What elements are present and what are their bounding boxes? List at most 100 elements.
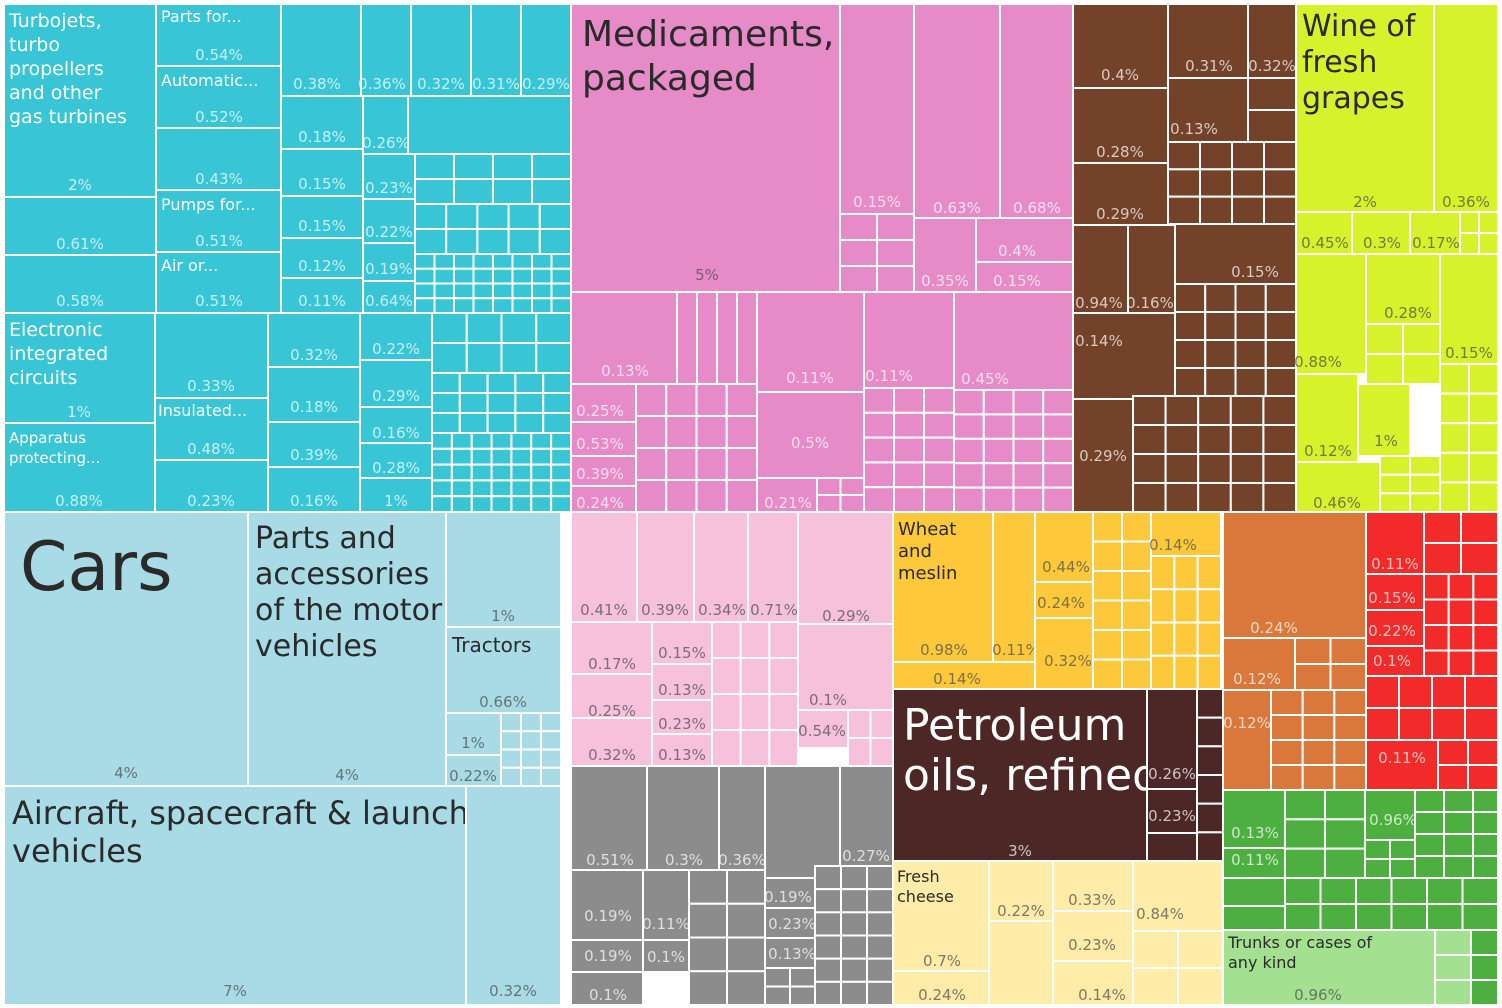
share-label: 0.24%: [1250, 619, 1298, 637]
share-label: 0.1%: [647, 948, 685, 966]
item-share-label: 0.7%: [923, 952, 961, 970]
treemap-cell: [1092, 629, 1123, 661]
treemap-cell: [1447, 598, 1475, 626]
treemap-cell: [863, 411, 895, 439]
share-label: 0.36%: [358, 75, 406, 93]
share-label: 0.12%: [1223, 714, 1271, 732]
treemap-cell: [550, 495, 573, 514]
treemap-cell: [665, 479, 698, 513]
treemap-cell: [1264, 311, 1297, 341]
share-label: 0.11%: [298, 292, 346, 310]
treemap-cell: [876, 213, 915, 241]
share-label: 0.17%: [1412, 234, 1460, 252]
share-label: 0.29%: [522, 75, 570, 93]
treemap-cell: [847, 709, 872, 739]
treemap-cell: [1270, 739, 1304, 766]
treemap-cell: [1414, 833, 1445, 857]
treemap-cell: [1197, 482, 1232, 513]
treemap-cell: [3, 511, 249, 787]
treemap-cell: [711, 621, 742, 659]
treemap-cell: [982, 413, 1015, 440]
treemap-cell: [1121, 658, 1152, 690]
share-label: 0.14%: [1075, 332, 1123, 350]
treemap-cell: [665, 447, 698, 481]
share-label: 0.28%: [1096, 143, 1144, 161]
treemap-cell: [695, 479, 728, 513]
treemap-cell: [982, 389, 1015, 416]
treemap-cell: [1042, 462, 1074, 489]
share-label: 0.22%: [372, 340, 420, 358]
treemap-cell: [711, 693, 742, 731]
treemap-cell: [764, 985, 791, 1006]
treemap-cell: [490, 479, 513, 498]
share-label: 0.23%: [1068, 936, 1116, 954]
item-share-label: 0.98%: [920, 641, 968, 659]
treemap-cell: [1196, 555, 1222, 591]
treemap-cell: [531, 153, 572, 180]
treemap-cell: [747, 511, 799, 623]
treemap-cell: [492, 297, 514, 314]
treemap-cell: [520, 748, 542, 769]
share-label: 0.29%: [822, 607, 870, 625]
treemap-cell: [863, 387, 895, 414]
treemap-cell: [635, 415, 668, 449]
treemap-cell: [3, 422, 156, 513]
treemap-cell: [433, 253, 455, 270]
treemap-cell: [1270, 714, 1304, 741]
item-share-label: 7%: [223, 982, 247, 1000]
treemap-cell: [1333, 764, 1368, 791]
treemap-cell: [154, 459, 269, 513]
item-label: vehicles: [255, 629, 377, 664]
share-label: 0.19%: [584, 907, 632, 925]
treemap-cell: [893, 486, 925, 514]
treemap-cell: [1132, 453, 1167, 484]
treemap-cell: [520, 712, 542, 733]
treemap-cell: [1409, 211, 1461, 255]
treemap-cell: [490, 495, 513, 514]
item-label: protecting...: [9, 449, 100, 467]
treemap-cell: [1204, 283, 1237, 313]
treemap-cell: [1121, 511, 1152, 543]
treemap-cell: [1222, 905, 1286, 931]
treemap-cell: [982, 437, 1015, 465]
treemap-cell: [1324, 847, 1366, 880]
treemap-cell: [847, 737, 872, 767]
treemap-cell: [764, 967, 791, 988]
treemap-cell: [530, 495, 553, 514]
treemap-cell: [1324, 789, 1366, 821]
treemap-cell: [486, 392, 517, 414]
share-label: 0.35%: [921, 272, 969, 290]
treemap-cell: [1197, 395, 1232, 426]
treemap-cell: [1072, 3, 1169, 89]
share-label: 0.22%: [1368, 622, 1416, 640]
treemap-cell: [3, 3, 157, 198]
treemap-cell: [431, 312, 468, 344]
share-label: 0.41%: [580, 601, 628, 619]
treemap-cell: [1234, 311, 1267, 341]
treemap-cell: [1301, 714, 1336, 741]
treemap-cell: [988, 860, 1054, 922]
treemap-cell: [869, 709, 894, 739]
treemap-cell: [814, 934, 842, 960]
treemap-cell: [510, 495, 533, 514]
treemap-cell: [975, 261, 1074, 293]
share-label: 0.63%: [933, 199, 981, 217]
treemap-cell: [470, 447, 493, 466]
share-label: 0.54%: [798, 722, 846, 740]
treemap-cell: [1431, 707, 1466, 741]
treemap-cell: [923, 436, 955, 464]
treemap-cell: [1231, 141, 1265, 171]
share-label: 1%: [491, 607, 515, 625]
treemap-cell: [1439, 422, 1470, 454]
treemap-cell: [570, 869, 644, 941]
treemap-cell: [1196, 621, 1222, 657]
treemap-cell: [716, 291, 738, 385]
treemap-cell: [470, 463, 493, 482]
share-label: 0.11%: [786, 369, 834, 387]
share-label: 0.31%: [1185, 57, 1233, 75]
treemap-cell: [514, 412, 545, 434]
item-label: Apparatus: [9, 429, 86, 447]
share-label: 0.26%: [362, 134, 410, 152]
treemap-cell: [550, 432, 573, 450]
treemap-cell: [1478, 211, 1499, 234]
